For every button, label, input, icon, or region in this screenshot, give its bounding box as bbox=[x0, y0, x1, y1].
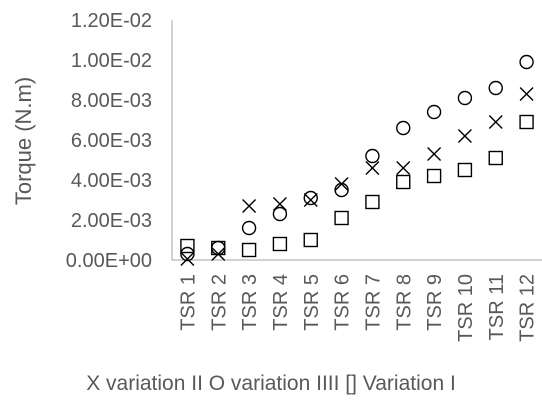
circle-marker bbox=[334, 182, 349, 198]
square-marker bbox=[488, 150, 503, 166]
y-tick-label: 1.20E-02 bbox=[71, 10, 152, 32]
circle-marker bbox=[272, 206, 288, 222]
square-marker bbox=[365, 194, 380, 210]
square-marker bbox=[334, 210, 349, 226]
y-axis-title: Torque (N.m) bbox=[11, 77, 36, 205]
square-marker bbox=[457, 162, 473, 178]
x-tick-label: TSR 9 bbox=[424, 274, 446, 331]
square-marker bbox=[180, 238, 195, 254]
square-marker bbox=[426, 168, 442, 184]
circle-marker bbox=[426, 104, 442, 120]
x-axis-title: X variation II O variation IIII [] Varia… bbox=[86, 372, 456, 395]
x-tick-label: TSR 7 bbox=[362, 274, 384, 331]
x-tick-label: TSR 10 bbox=[455, 274, 477, 342]
x-axis: TSR 1 TSR 2 TSR 3 TSR 4 TSR 5 TSR 6 TSR 7 TSR 8… bbox=[172, 259, 542, 342]
x-tick-label: TSR 5 bbox=[301, 274, 323, 331]
x-marker bbox=[488, 115, 503, 129]
x-tick-label: TSR 6 bbox=[332, 274, 354, 331]
y-tick-label: 6.00E-03 bbox=[71, 130, 152, 152]
x-tick-label: TSR 11 bbox=[486, 274, 508, 340]
y-tick-label: 2.00E-03 bbox=[71, 210, 152, 232]
square-marker bbox=[272, 236, 288, 252]
data-markers bbox=[180, 54, 534, 266]
square-marker bbox=[303, 232, 318, 248]
x-tick-label: TSR 8 bbox=[393, 274, 415, 331]
x-marker bbox=[180, 252, 195, 266]
x-tick-label: TSR 4 bbox=[270, 274, 292, 331]
circle-marker bbox=[241, 220, 257, 236]
x-marker bbox=[303, 193, 318, 207]
circle-marker bbox=[180, 246, 195, 262]
x-tick-label: TSR 1 bbox=[177, 274, 199, 331]
x-marker bbox=[396, 161, 411, 175]
square-marker bbox=[241, 242, 257, 258]
y-tick-label: 4.00E-03 bbox=[71, 170, 152, 192]
y-tick-label: 0.00E+00 bbox=[66, 250, 152, 272]
circle-marker bbox=[211, 240, 226, 256]
x-marker bbox=[365, 161, 380, 175]
x-tick-label: TSR 2 bbox=[208, 274, 230, 331]
x-tick-label: TSR 3 bbox=[239, 274, 261, 331]
y-tick-label: 8.00E-03 bbox=[71, 90, 152, 112]
circle-marker bbox=[457, 90, 473, 106]
x-marker bbox=[457, 129, 472, 143]
square-marker bbox=[396, 174, 411, 190]
x-marker bbox=[427, 147, 442, 161]
y-axis: 0.00E+00 2.00E-03 4.00E-03 6.00E-03 8.00E-03… bbox=[66, 10, 173, 272]
y-tick-label: 1.00E-02 bbox=[71, 50, 152, 72]
x-marker bbox=[242, 199, 257, 213]
circle-marker bbox=[488, 80, 503, 96]
circle-marker bbox=[365, 148, 380, 164]
square-marker bbox=[519, 114, 534, 130]
circle-marker bbox=[396, 120, 411, 136]
x-tick-label: TSR 12 bbox=[517, 274, 539, 342]
circle-marker bbox=[303, 190, 318, 206]
x-marker bbox=[519, 87, 534, 101]
square-marker bbox=[211, 240, 226, 256]
circle-marker bbox=[519, 54, 534, 70]
